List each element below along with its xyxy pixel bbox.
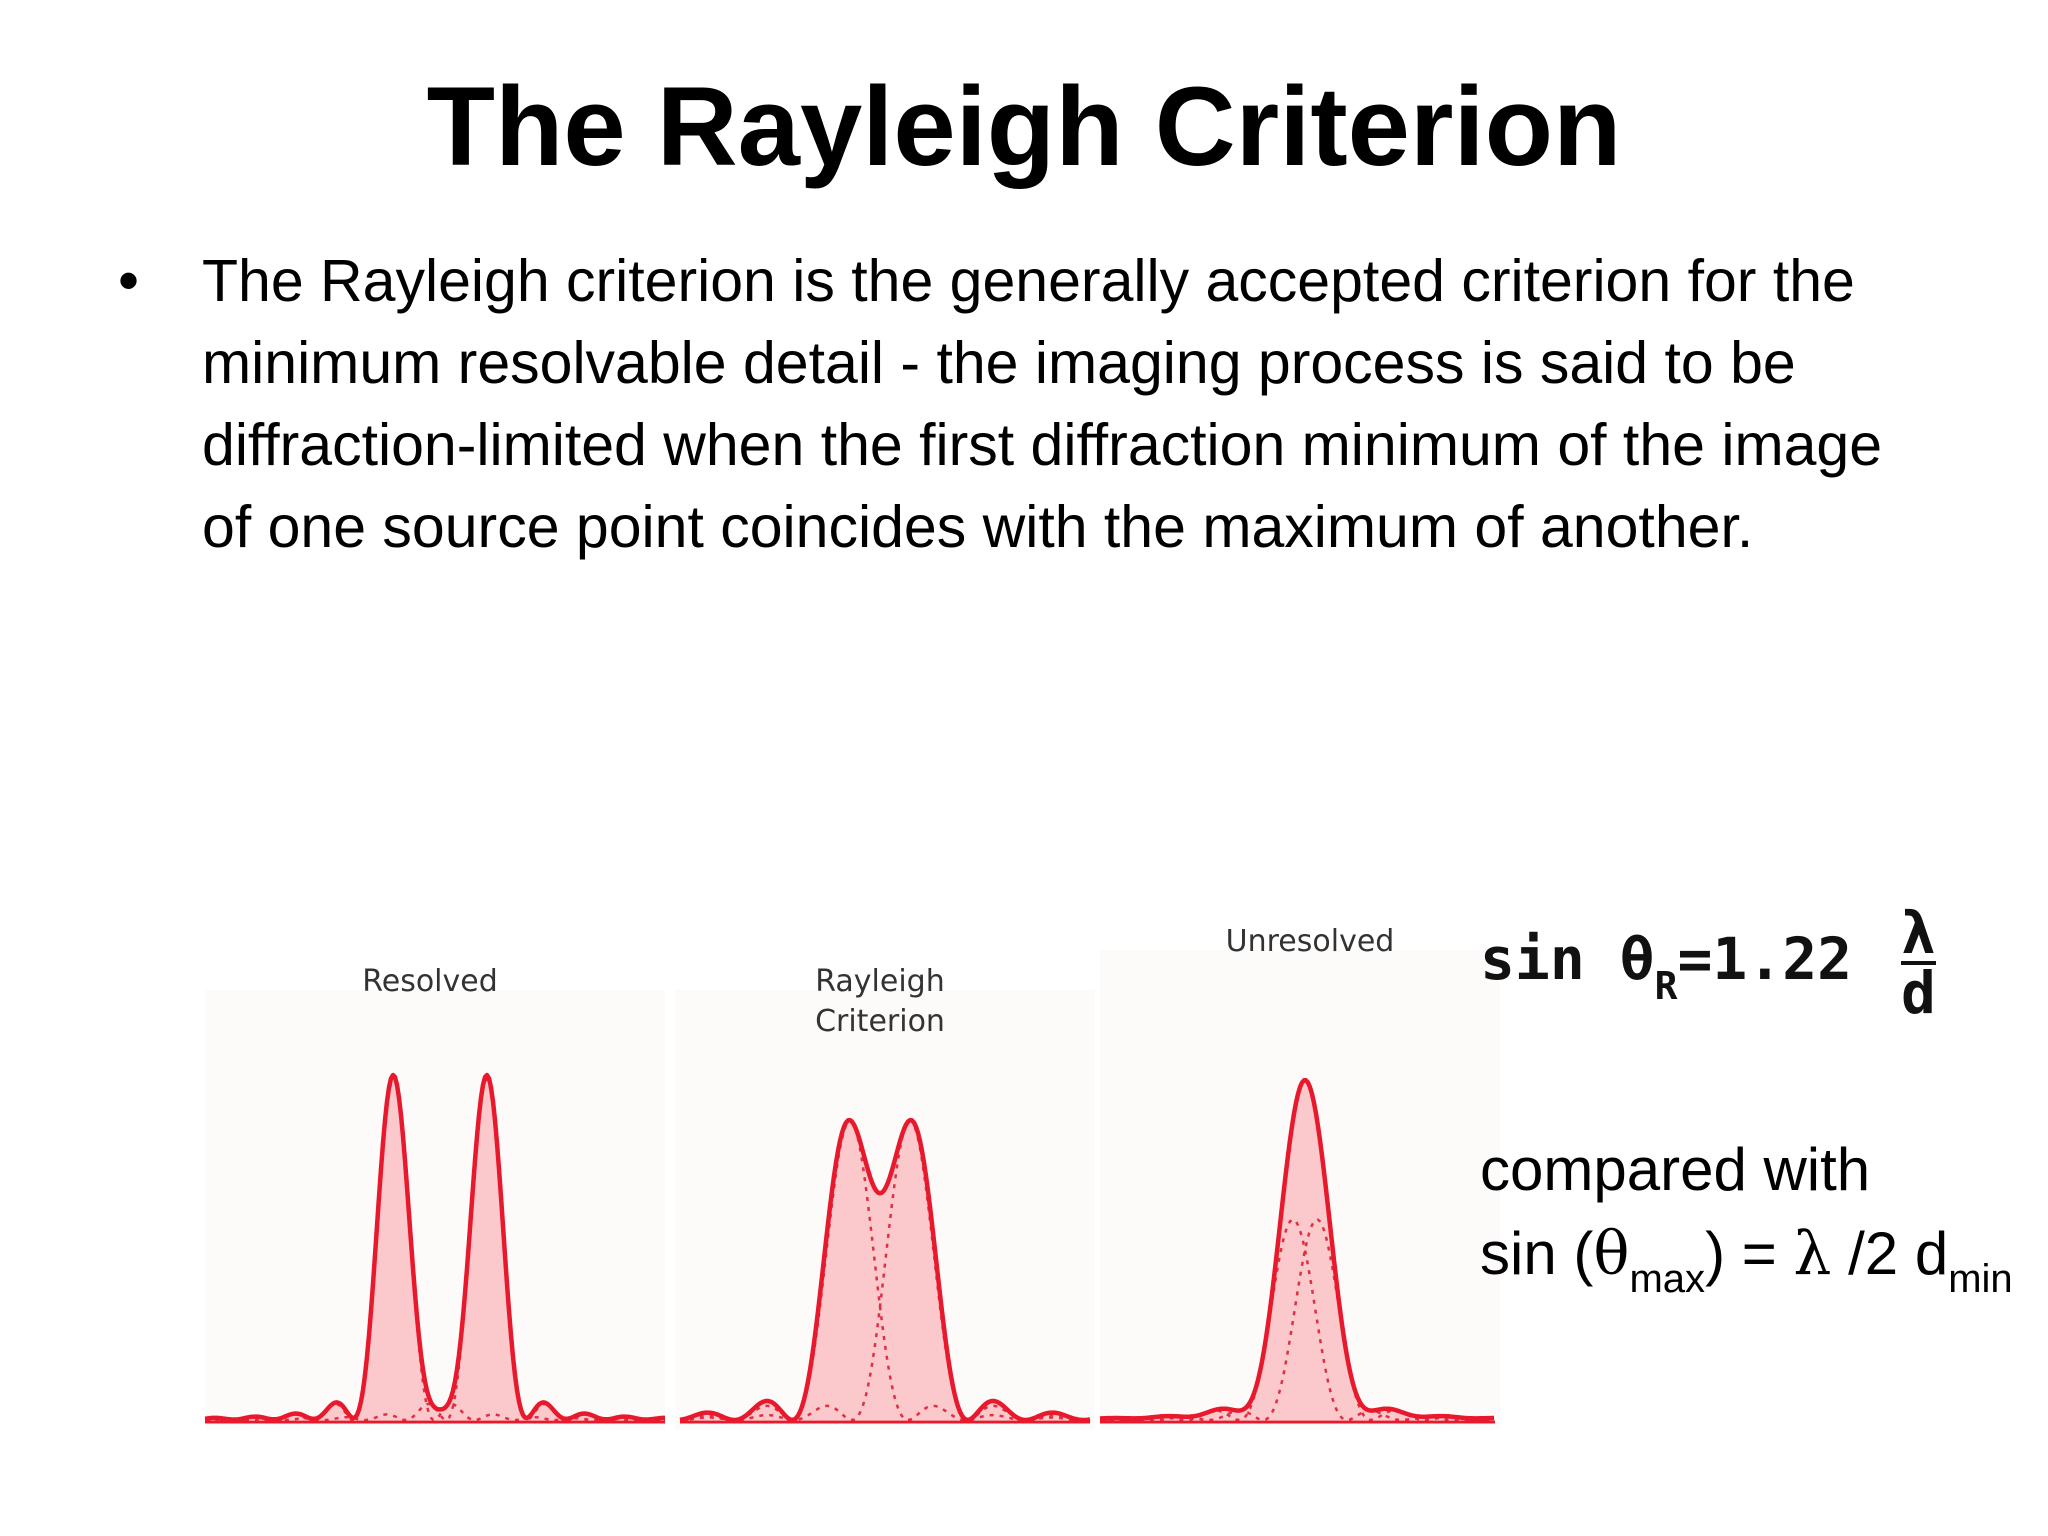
formula-denominator: d [1901, 959, 1936, 1027]
label-unresolved: Unresolved [1210, 922, 1410, 962]
bullet-text: The Rayleigh criterion is the generally … [202, 248, 1883, 560]
label-unresolved-text: Unresolved [1225, 924, 1395, 959]
rayleigh-formula: sin θR=1.22 λ d [1480, 899, 1936, 1027]
comparison-theta: θ [1593, 1219, 1630, 1289]
label-rayleigh-line2: Criterion [815, 1004, 945, 1039]
formula-lhs: sin θ [1480, 925, 1655, 994]
label-rayleigh-criterion: Rayleigh Criterion [780, 962, 980, 1042]
label-rayleigh-line1: Rayleigh [815, 964, 945, 999]
label-resolved-text: Resolved [362, 964, 498, 999]
bullet-dot-icon: • [118, 247, 140, 314]
formula-coefficient: =1.22 [1677, 925, 1853, 994]
intensity-envelope-rayleigh [679, 1117, 1091, 1423]
slide-title: The Rayleigh Criterion [426, 64, 1622, 189]
component-b-unresolved [1100, 1218, 1495, 1422]
comparison-text: compared with sin (θmax) = λ /2 dmin [1480, 1128, 2040, 1303]
label-resolved: Resolved [330, 962, 530, 1002]
intensity-fill-rayleigh [680, 1120, 1090, 1420]
comparison-prefix: sin ( [1480, 1220, 1594, 1287]
comparison-theta-sub: max [1629, 1257, 1706, 1301]
comparison-d-sub: min [1948, 1257, 2013, 1301]
panel-background-resolved [205, 990, 665, 1430]
comparison-lambda: λ [1793, 1219, 1832, 1289]
comparison-middle: ) = [1705, 1220, 1794, 1287]
intensity-fill-unresolved [1100, 1080, 1495, 1420]
comparison-line1: compared with [1480, 1136, 1871, 1203]
intensity-envelope-resolved [204, 1072, 666, 1422]
formula-subscript: R [1654, 964, 1678, 1009]
intensity-envelope-unresolved [1099, 1078, 1495, 1421]
comparison-formula: sin (θmax) = λ /2 dmin [1480, 1212, 2040, 1303]
formula-numerator: λ [1901, 899, 1936, 967]
comparison-suffix: /2 d [1831, 1220, 1949, 1287]
formula-fraction: λ d [1901, 899, 1936, 1027]
